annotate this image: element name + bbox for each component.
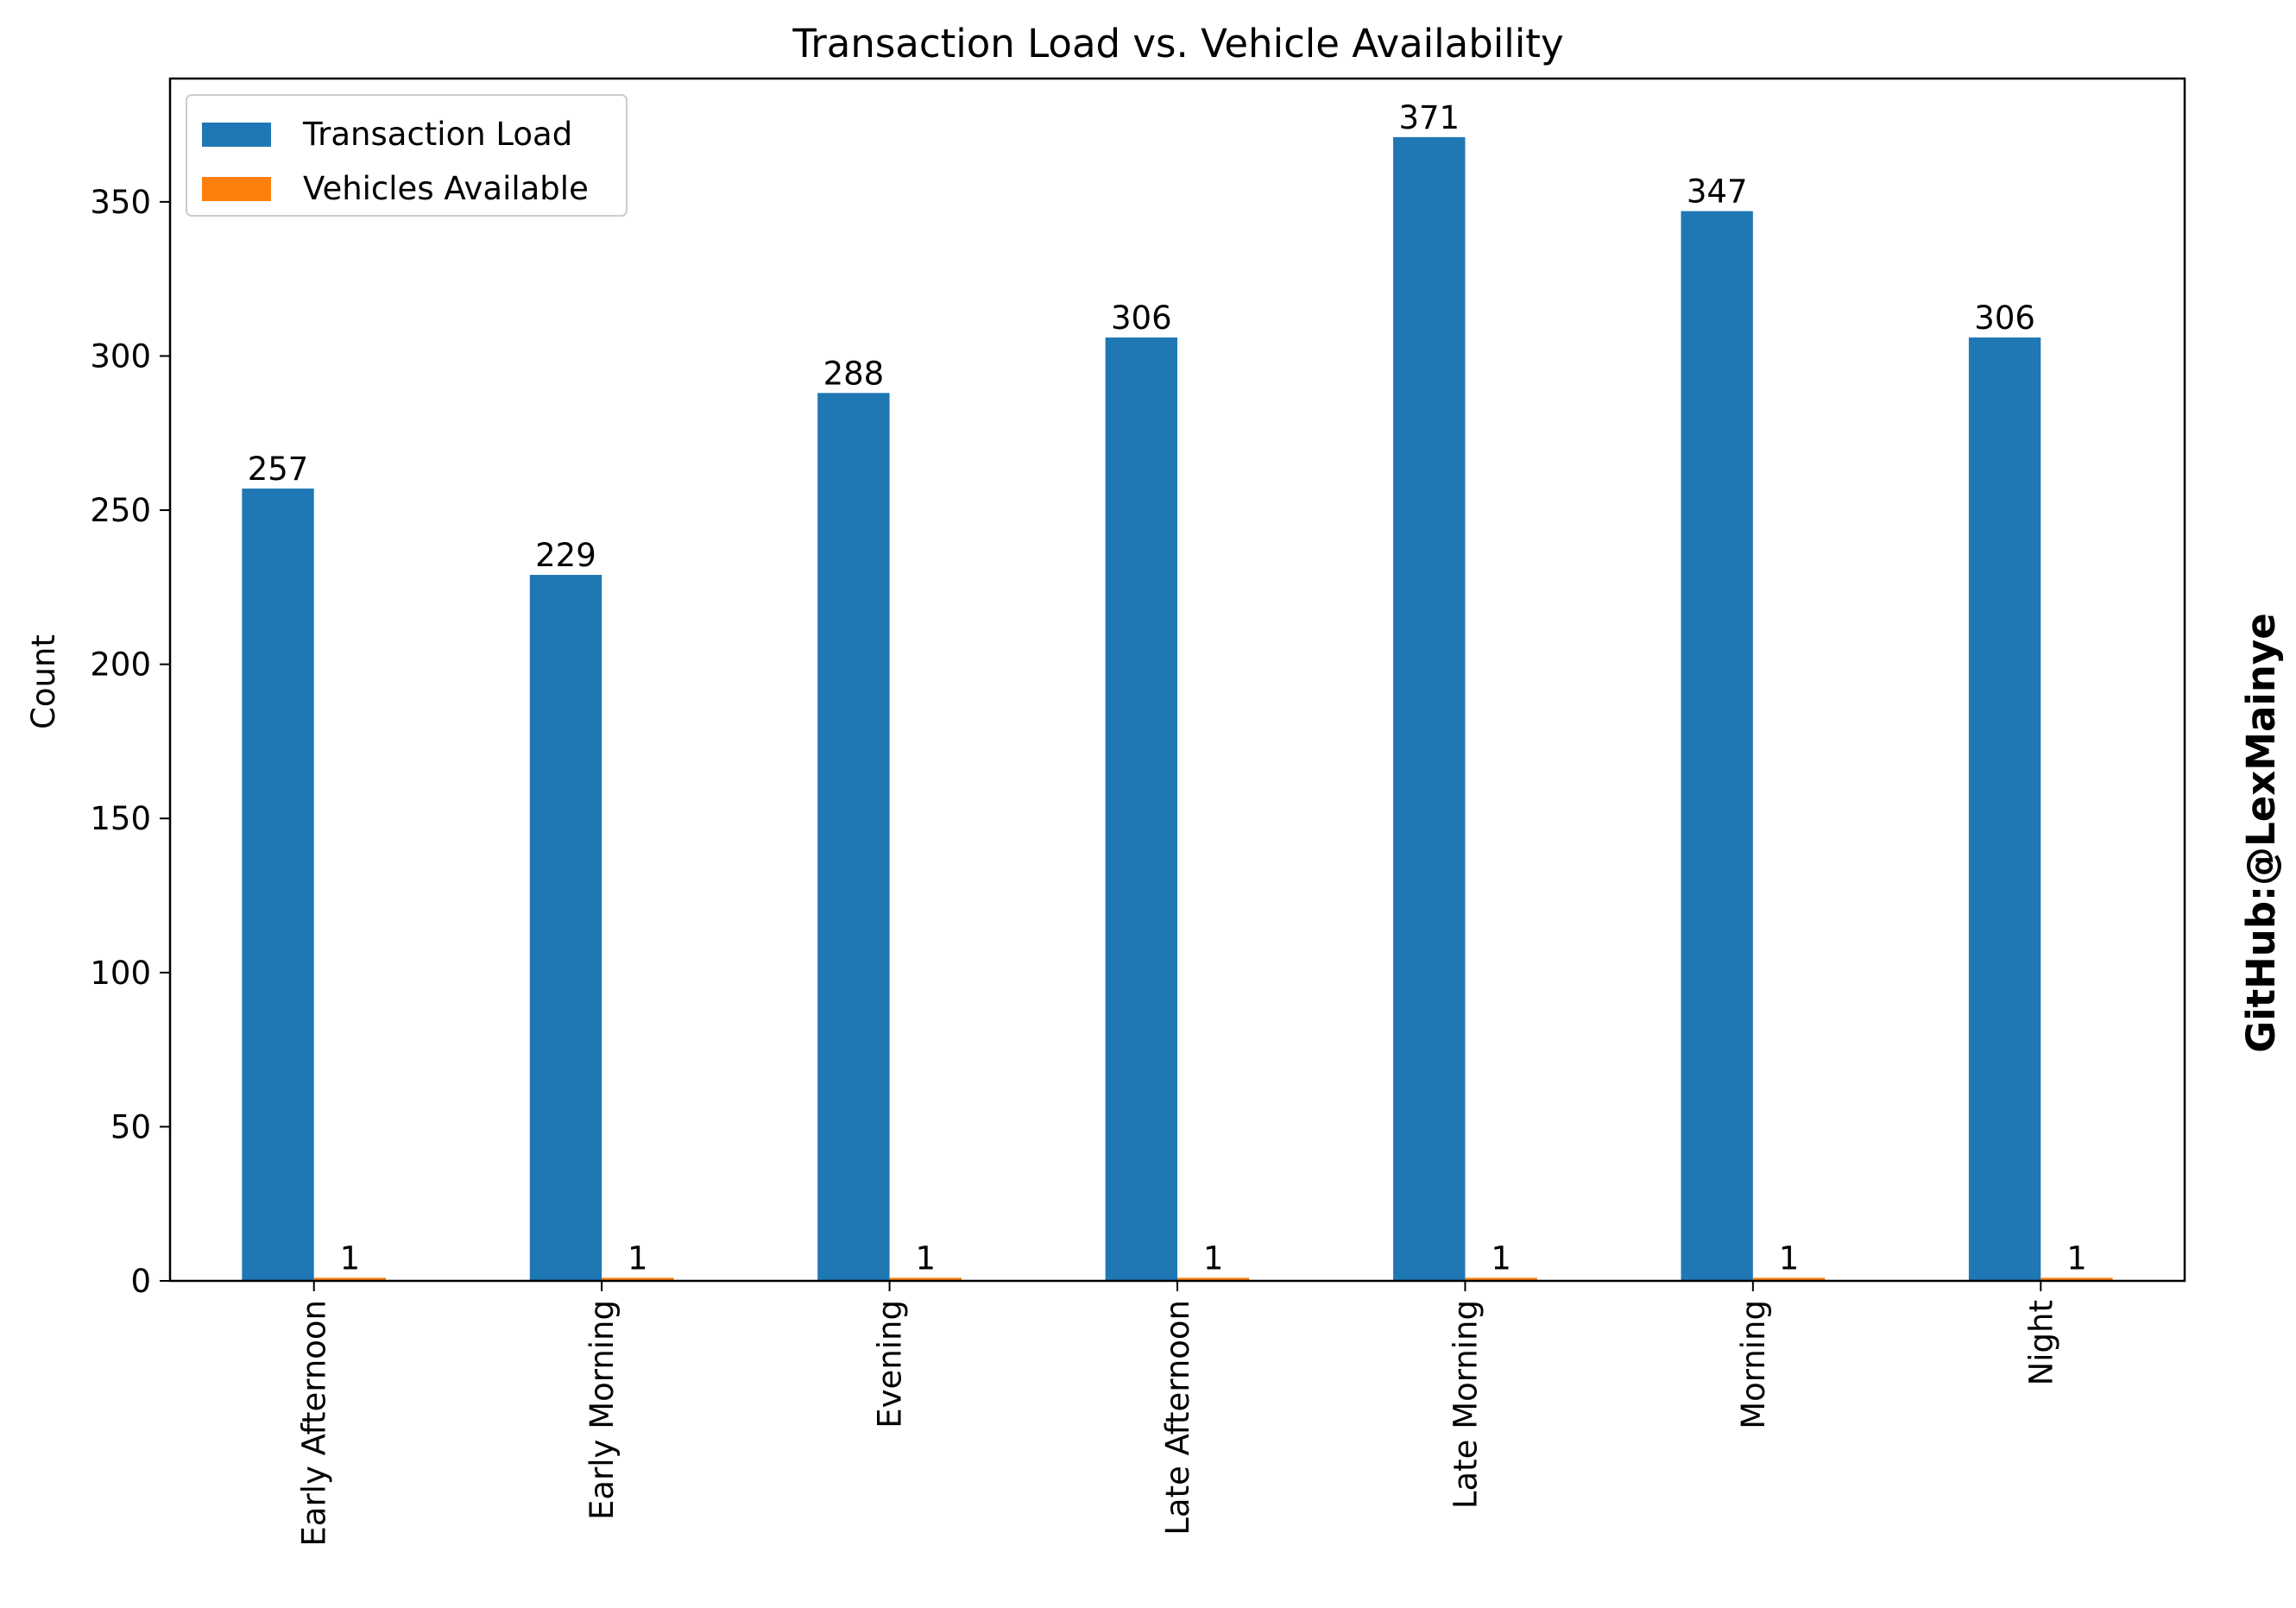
y-tick-label: 150: [90, 800, 151, 837]
x-tick-label: Night: [2022, 1300, 2059, 1385]
x-tick-label: Morning: [1735, 1300, 1772, 1429]
y-tick-label: 350: [90, 184, 151, 221]
series-0: 257 229 288 306 371 347 306: [242, 99, 2041, 1282]
bar: [529, 575, 602, 1281]
bar: [1393, 136, 1466, 1281]
bar-value-label: 1: [1203, 1239, 1224, 1277]
bar: [1105, 337, 1177, 1281]
legend: Transaction Load Vehicles Available: [186, 94, 628, 217]
y-tick-label: 0: [130, 1263, 151, 1300]
bar: [1177, 1277, 1250, 1281]
bar-value-label: 288: [823, 355, 885, 392]
chart-title: Transaction Load vs. Vehicle Availabilit…: [792, 21, 1563, 66]
y-tick-label: 250: [90, 492, 151, 529]
bar: [1681, 211, 1753, 1282]
bar: [2041, 1277, 2113, 1281]
y-tick-label: 300: [90, 337, 151, 375]
x-tick-label: Late Morning: [1447, 1300, 1484, 1509]
bar-value-label: 1: [915, 1239, 936, 1277]
bar-value-label: 371: [1398, 99, 1460, 136]
bar-value-label: 257: [248, 451, 309, 488]
y-tick-label: 200: [90, 646, 151, 684]
bar-value-label: 1: [340, 1239, 361, 1277]
legend-label: Vehicles Available: [303, 170, 589, 207]
legend-swatch: [202, 177, 271, 201]
y-tick-label: 50: [110, 1108, 151, 1145]
bar: [1465, 1277, 1537, 1281]
plot-area: 257 229 288 306 371 347 306 1 1 1 1 1 1 1 0 50 100 150 200…: [90, 77, 2186, 1547]
legend-swatch: [202, 123, 271, 147]
bar-value-label: 229: [535, 537, 596, 574]
legend-box: [186, 94, 628, 217]
x-tick-label: Evening: [872, 1300, 909, 1428]
bar: [602, 1277, 674, 1281]
bar-value-label: 1: [1779, 1239, 1800, 1277]
series-1: 1 1 1 1 1 1 1: [313, 1239, 2113, 1281]
bar-value-label: 306: [1974, 300, 2035, 337]
bar-value-label: 1: [628, 1239, 648, 1277]
x-tick-label: Early Morning: [583, 1300, 621, 1520]
bar: [242, 489, 314, 1281]
bar-value-label: 347: [1687, 173, 1748, 211]
bar: [817, 393, 890, 1281]
bar: [313, 1277, 387, 1281]
bar: [1752, 1277, 1826, 1281]
bar-value-label: 1: [1491, 1239, 1511, 1277]
legend-label: Transaction Load: [302, 116, 572, 153]
bar: [889, 1277, 962, 1281]
watermark-label: GitHub:@LexMainye: [2238, 613, 2284, 1052]
bar-value-label: 1: [2066, 1239, 2087, 1277]
bar-value-label: 306: [1111, 300, 1172, 337]
bar: [1968, 337, 2041, 1281]
x-tick-label: Late Afternoon: [1159, 1300, 1196, 1535]
x-tick-label: Early Afternoon: [296, 1300, 333, 1547]
y-tick-label: 100: [90, 955, 151, 992]
y-axis-label: Count: [25, 634, 62, 729]
